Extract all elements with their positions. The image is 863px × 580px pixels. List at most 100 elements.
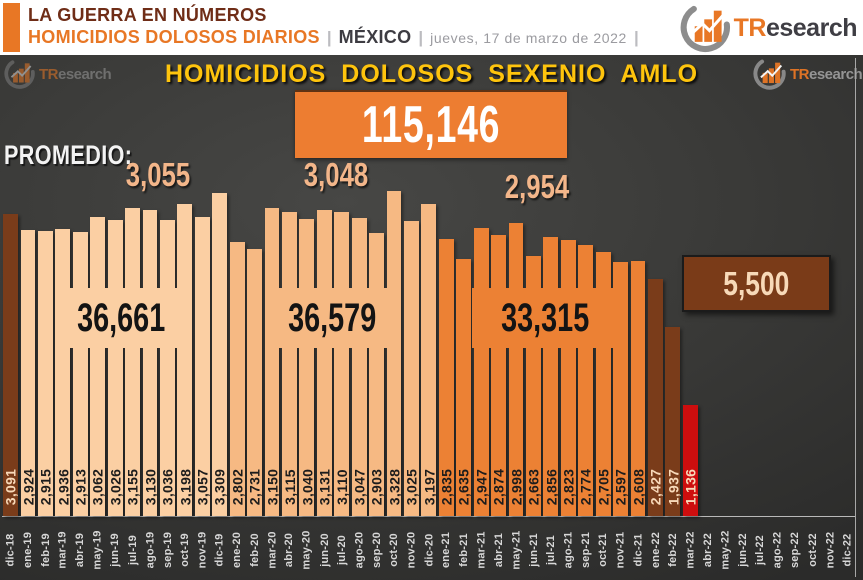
bar-value-label: 3,036: [159, 468, 176, 506]
bar-nov-19: 3,057: [194, 217, 211, 516]
x-axis-label: mar-21: [475, 531, 488, 569]
x-axis-label: nov-22: [823, 531, 836, 569]
brand-text: TResearch: [39, 65, 112, 83]
chart-title: HOMICIDIOS DOLOSOS SEXENIO AMLO: [164, 60, 699, 88]
bar-value-label: 3,155: [124, 468, 141, 506]
bar-dic-20: 3,197: [420, 204, 437, 516]
x-axis-label: jul-20: [335, 535, 348, 565]
bar-abr-20: 3,115: [281, 212, 297, 516]
bar-may-20: 3,040: [298, 219, 315, 516]
bar-ene-20: 2,802: [229, 242, 245, 516]
x-axis-label: ago-21: [562, 531, 575, 569]
x-axis-label: ago-19: [144, 531, 157, 569]
x-axis-label: ene-20: [231, 531, 244, 569]
bar-value-label: 2,947: [473, 468, 490, 506]
x-axis-label: ago-22: [771, 531, 784, 569]
right-border-line: [855, 58, 856, 577]
bar-value-label: 2,998: [508, 468, 525, 506]
region-label: MÉXICO: [338, 27, 412, 47]
bar-jun-20: 3,131: [316, 210, 333, 516]
x-axis-label: jun-22: [736, 533, 749, 567]
bar-jul-19: 3,155: [124, 208, 141, 516]
bar-value-label: 2,731: [246, 468, 263, 506]
bar-feb-22: 1,937: [665, 327, 681, 516]
date-label: jueves, 17 de marzo de 2022: [430, 30, 627, 46]
x-axis-line: [2, 516, 855, 517]
bar-mar-21: 2,947: [473, 228, 490, 516]
x-axis-label: may-19: [91, 530, 104, 570]
average-label-2019: 3,055: [125, 156, 191, 193]
watermark-logo-left: TResearch: [4, 58, 112, 90]
x-axis-label: feb-22: [666, 533, 679, 567]
bar-value-label: 3,025: [403, 468, 420, 506]
bar-ago-21: 2,823: [560, 240, 577, 516]
x-axis-label: jun-21: [527, 533, 540, 567]
bar-abr-21: 2,874: [490, 235, 507, 516]
bar-jul-20: 3,110: [334, 212, 350, 516]
bar-mar-20: 3,150: [264, 208, 281, 516]
bar-value-label: 3,197: [420, 468, 437, 506]
bar-value-label: 3,091: [2, 468, 19, 506]
header-subtitle-row: HOMICIDIOS DOLOSOS DIARIOS | MÉXICO | ju…: [28, 27, 639, 48]
x-axis-label: nov-19: [196, 531, 209, 569]
bar-ene-19: 2,924: [20, 230, 37, 516]
bar-value-label: 2,427: [647, 468, 664, 506]
bar-value-label: 3,131: [316, 468, 333, 506]
bar-value-label: 3,040: [298, 468, 315, 506]
watermark-logo-right: TResearch: [753, 57, 863, 91]
bar-value-label: 2,597: [612, 468, 629, 506]
x-axis-label: dic-19: [213, 533, 226, 567]
accent-bar: [3, 3, 20, 52]
bar-nov-20: 3,025: [403, 221, 420, 516]
bar-value-label: 3,150: [264, 468, 281, 506]
year-total-box-2019: 36,661: [55, 288, 188, 348]
bar-value-label: 2,856: [542, 468, 559, 506]
bar-sep-19: 3,036: [159, 220, 176, 516]
bar-ago-20: 3,047: [351, 218, 368, 516]
bar-ene-21: 2,835: [438, 239, 454, 516]
x-axis-label: oct-21: [597, 533, 610, 567]
bar-dic-21: 2,608: [630, 261, 647, 516]
average-label-2021: 2,954: [504, 168, 570, 205]
tresearch-logo: TResearch: [680, 2, 858, 54]
separator: |: [326, 28, 332, 47]
bar-value-label: 2,635: [455, 468, 472, 506]
x-axis-label: oct-19: [178, 533, 191, 567]
x-axis-label: mar-20: [266, 531, 279, 569]
bar-oct-19: 3,198: [177, 204, 193, 516]
tresearch-logo-icon: [680, 5, 730, 52]
callout-value: 5,500: [723, 264, 790, 302]
x-axis-label: oct-20: [388, 533, 401, 567]
callout-box-5500: 5,500: [682, 255, 831, 312]
bar-value-label: 3,309: [211, 468, 228, 506]
bar-value-label: 3,026: [107, 468, 124, 506]
bar-value-label: 3,057: [194, 468, 211, 506]
bar-value-label: 2,874: [490, 468, 507, 506]
bar-value-label: 2,936: [54, 468, 71, 506]
bar-dic-19: 3,309: [211, 193, 228, 516]
x-axis-label: may-20: [301, 530, 313, 570]
bar-jun-19: 3,026: [107, 220, 124, 516]
x-axis-label: ene-22: [649, 531, 662, 569]
x-axis-label: sep-22: [789, 531, 801, 569]
x-axis-label: ago-20: [353, 531, 366, 569]
bar-feb-20: 2,731: [246, 249, 263, 516]
grand-total-box: 115,146: [295, 90, 567, 158]
bar-sep-20: 2,903: [369, 233, 385, 516]
bar-value-label: 3,047: [351, 468, 368, 506]
bar-value-label: 2,705: [595, 468, 612, 506]
x-axis-label: sep-21: [579, 531, 592, 569]
x-axis-label: dic-22: [841, 533, 854, 567]
bar-abr-19: 2,913: [72, 232, 88, 516]
x-axis-label: dic-18: [4, 533, 17, 567]
separator: |: [633, 28, 639, 47]
bar-value-label: 2,924: [20, 468, 37, 506]
x-axis-label: nov-21: [614, 531, 627, 569]
x-axis-label: feb-19: [39, 533, 52, 567]
x-axis-label: may-21: [510, 530, 523, 570]
bar-value-label: 2,608: [630, 468, 647, 506]
tresearch-logo-icon: [4, 60, 35, 89]
bar-value-label: 2,823: [560, 468, 577, 506]
bar-value-label: 3,062: [89, 468, 106, 506]
bar-value-label: 3,328: [386, 468, 403, 506]
